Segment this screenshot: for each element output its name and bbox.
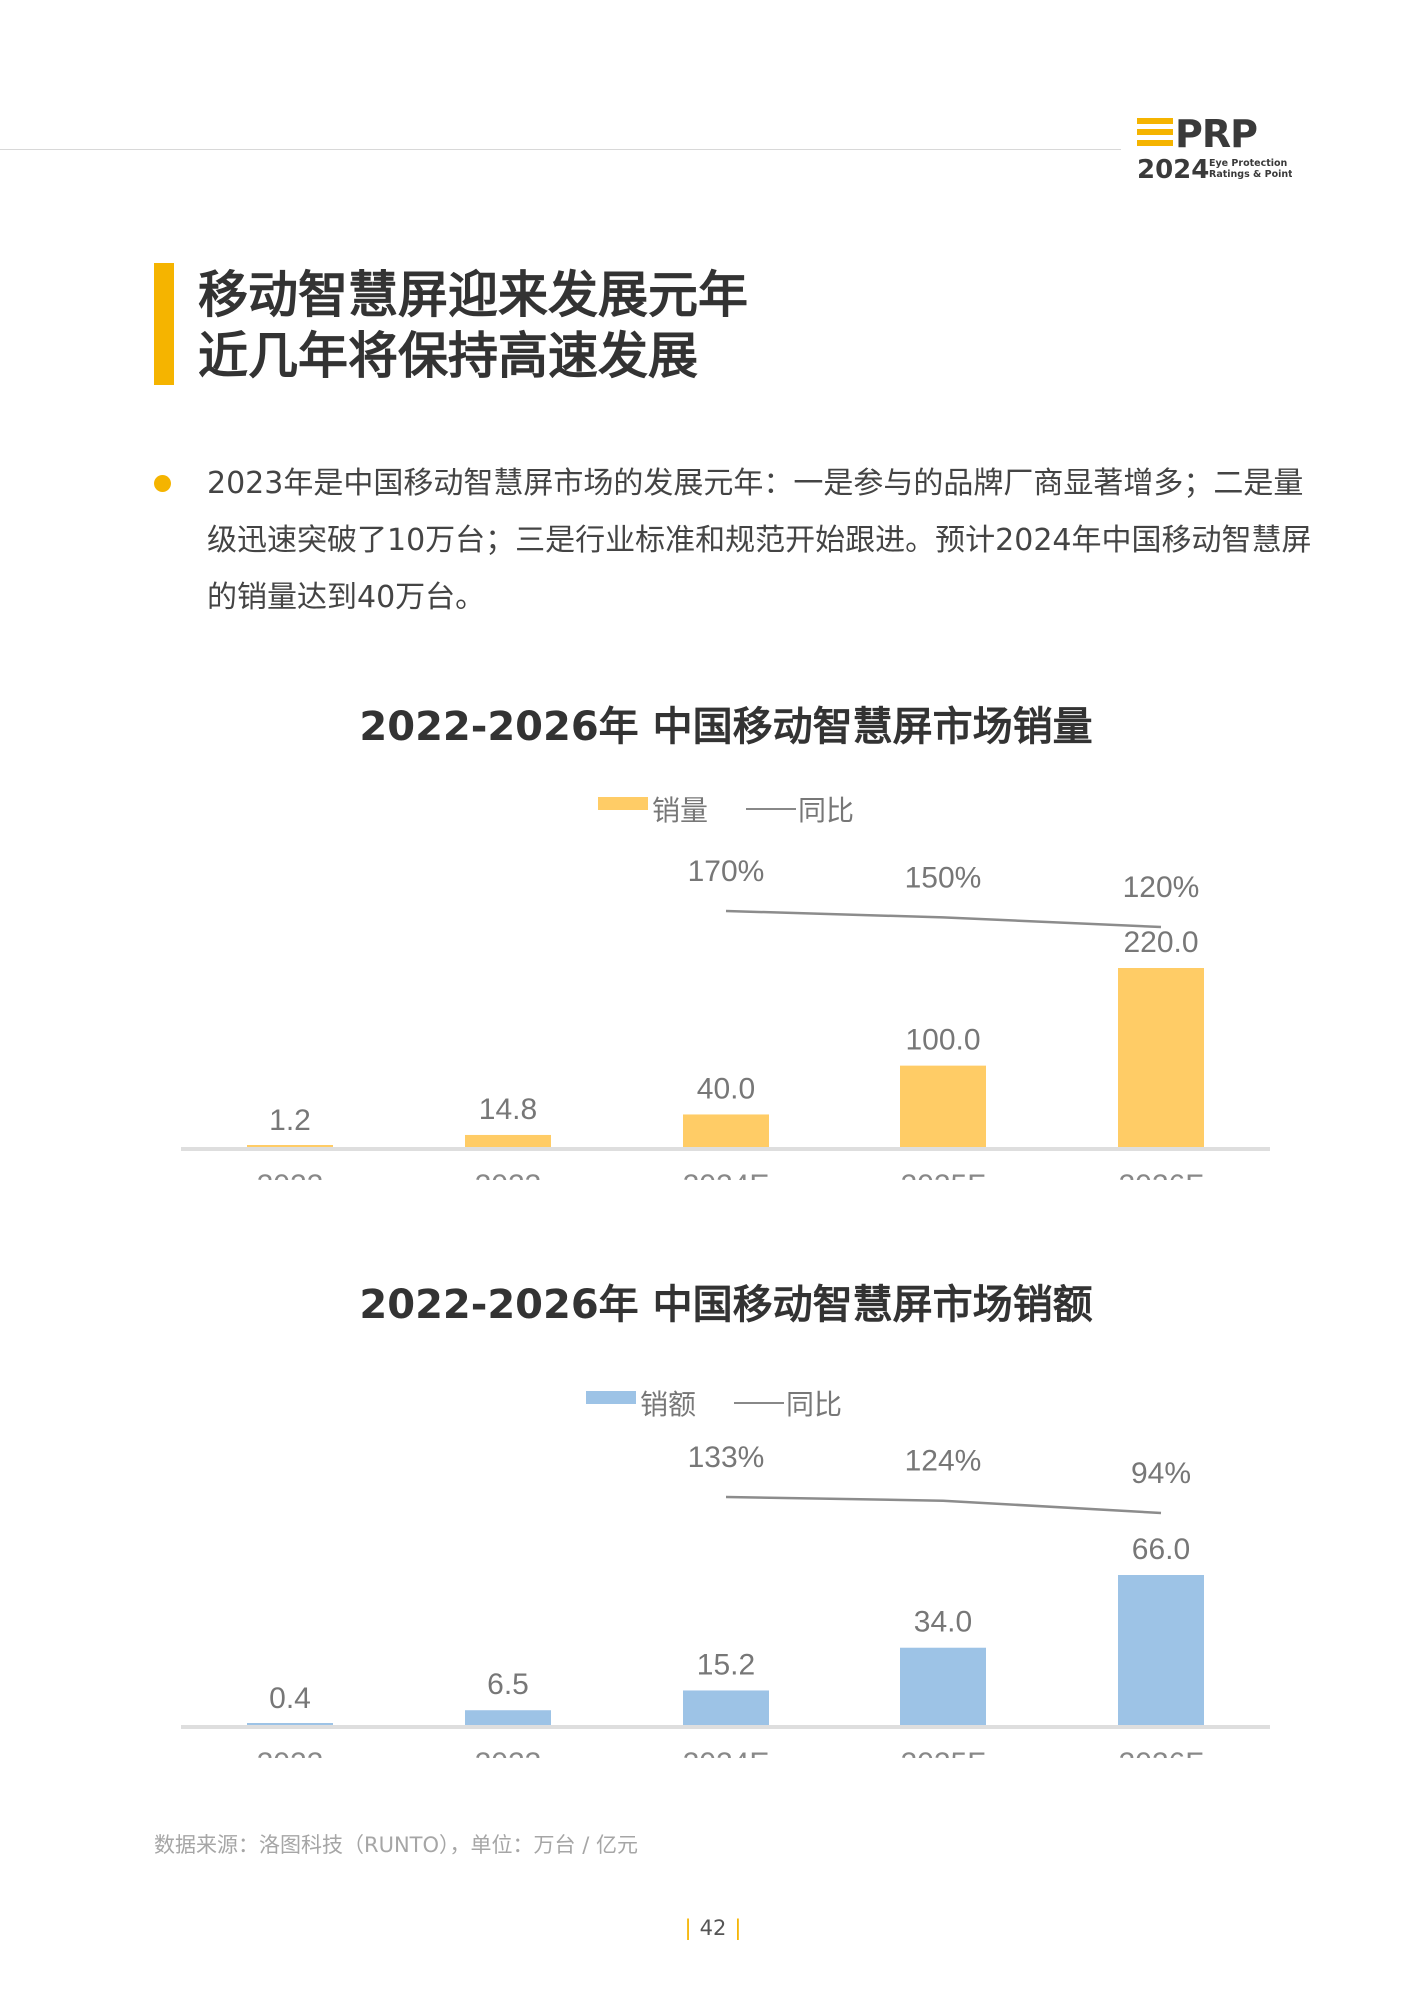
chart-title: 2022-2026年 中国移动智慧屏市场销额	[359, 1282, 1092, 1328]
bar-value-label: 14.8	[479, 1093, 537, 1126]
bar-2023	[465, 1710, 551, 1725]
page-number-value: 42	[699, 1916, 727, 1940]
svg-text:Eye Protection: Eye Protection	[1209, 158, 1288, 169]
yoy-label: 120%	[1123, 871, 1200, 904]
legend-bar-label: 销量	[652, 794, 708, 827]
bar-2026F	[1118, 968, 1204, 1147]
bar-value-label: 220.0	[1123, 926, 1198, 959]
legend-bar-swatch	[586, 1391, 636, 1404]
x-axis-label: 2025F	[900, 1169, 985, 1180]
bullet-text: 2023年是中国移动智慧屏市场的发展元年：一是参与的品牌厂商显著增多；二是量级迅…	[207, 466, 1312, 615]
bar-value-label: 34.0	[914, 1606, 972, 1639]
x-axis-label: 2025F	[900, 1747, 985, 1758]
bar-value-label: 15.2	[697, 1648, 755, 1681]
x-axis-label: 2023	[475, 1747, 542, 1758]
x-axis-baseline	[181, 1725, 1270, 1729]
legend-line-label: 同比	[798, 794, 854, 827]
legend-bar-label: 销额	[640, 1388, 696, 1421]
title-accent-bar	[154, 263, 174, 385]
x-axis-label: 2026F	[1118, 1747, 1203, 1758]
bar-2024E	[683, 1114, 769, 1147]
bar-2022	[247, 1145, 333, 1147]
yoy-line	[725, 1495, 1162, 1515]
bar-value-label: 6.5	[487, 1668, 529, 1701]
bar-value-label: 66.0	[1132, 1533, 1190, 1566]
chart-title: 2022-2026年 中国移动智慧屏市场销量	[359, 704, 1092, 750]
bar-value-label: 0.4	[269, 1682, 311, 1715]
x-axis-label: 2026F	[1118, 1169, 1203, 1180]
legend-bar-swatch	[598, 797, 648, 810]
header-divider	[0, 149, 1121, 150]
svg-text:PRP: PRP	[1175, 114, 1257, 156]
bar-2025F	[900, 1065, 986, 1147]
bar-value-label: 100.0	[905, 1024, 980, 1057]
yoy-label: 170%	[688, 855, 765, 888]
legend-line-label: 同比	[786, 1388, 842, 1421]
yoy-label: 94%	[1131, 1457, 1191, 1490]
bar-value-label: 40.0	[697, 1072, 755, 1105]
x-axis-label: 2022	[257, 1747, 324, 1758]
yoy-label: 133%	[688, 1441, 765, 1474]
yoy-line	[725, 909, 1162, 929]
svg-text:2024: 2024	[1137, 155, 1209, 184]
bar-2022	[247, 1723, 333, 1725]
yoy-label: 150%	[905, 861, 982, 894]
data-source-note: 数据来源：洛图科技（RUNTO），单位：万台 / 亿元	[154, 1833, 638, 1857]
x-axis-label: 2023	[475, 1169, 542, 1180]
bar-2024E	[683, 1690, 769, 1725]
bullet-dot	[154, 475, 171, 492]
yoy-label: 124%	[905, 1445, 982, 1478]
eprp-logo: PRP 2024 Eye Protection Ratings & Points	[1137, 114, 1292, 184]
bar-2025F	[900, 1647, 986, 1725]
x-axis-baseline	[181, 1147, 1270, 1151]
section-title-line-1: 移动智慧屏迎来发展元年	[198, 266, 748, 324]
page-number: | 42 |	[684, 1916, 742, 1940]
x-axis-label: 2022	[257, 1169, 324, 1180]
bar-2026F	[1118, 1575, 1204, 1725]
svg-text:Ratings & Points: Ratings & Points	[1209, 169, 1292, 180]
bar-2023	[465, 1134, 551, 1147]
section-title-line-2: 近几年将保持高速发展	[198, 327, 698, 385]
bar-value-label: 1.2	[269, 1104, 311, 1137]
